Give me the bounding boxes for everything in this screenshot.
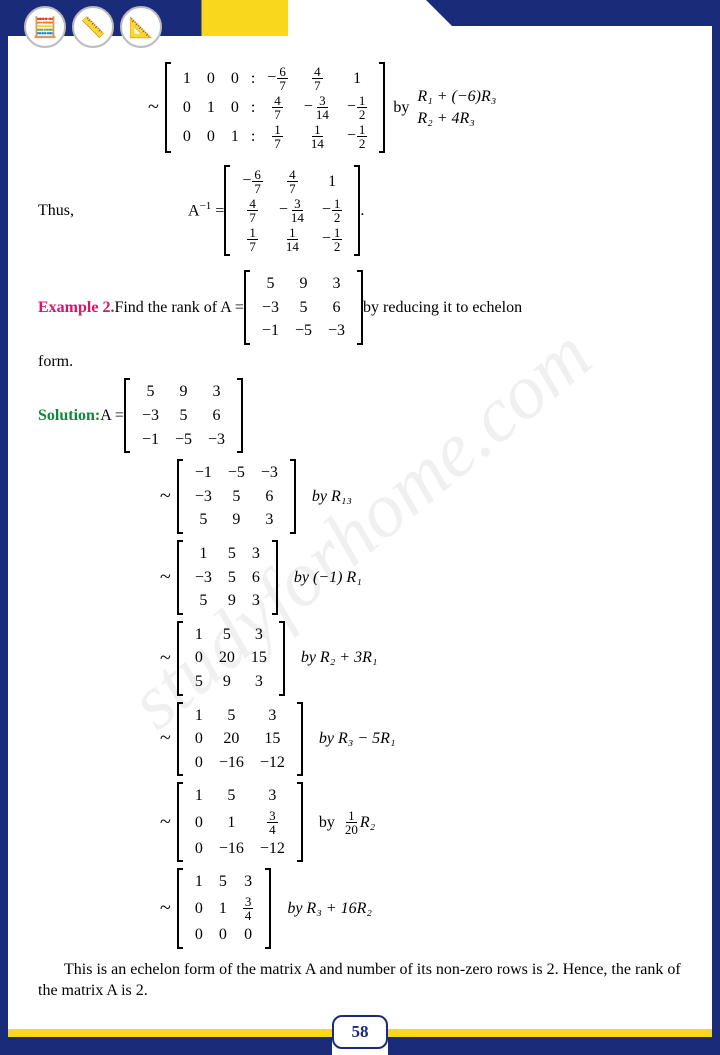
example-2-cont: form. bbox=[38, 351, 682, 373]
example-label: Example 2. bbox=[38, 297, 114, 319]
thus-label: Thus, bbox=[38, 200, 188, 222]
solution-step-6: ~1530134000by R₃ + 16R₂ bbox=[160, 868, 682, 948]
ruler-icon: 📏 bbox=[72, 6, 114, 48]
solution-step-1: ~−1−5−3−356593by R₁₃ bbox=[160, 459, 682, 534]
by-label: by bbox=[393, 97, 409, 119]
solution-step-2: ~153−356593by (−1) R₁ bbox=[160, 540, 682, 615]
solution-step-5: ~15301340−16−12by 120 R₂ bbox=[160, 782, 682, 862]
example-2-statement: Example 2. Find the rank of A = 593−356−… bbox=[38, 270, 682, 345]
calculator-icon: 🧮 bbox=[24, 6, 66, 48]
row-op-step-final: ~ 100:−67471010:47−314−12001:17114−12 by… bbox=[148, 62, 682, 153]
solution-label: Solution: bbox=[38, 405, 100, 427]
solution-step-3: ~15302015593by R₂ + 3R₁ bbox=[160, 621, 682, 696]
solution-step-4: ~153020150−16−12by R₃ − 5R₁ bbox=[160, 702, 682, 777]
conclusion-text: This is an echelon form of the matrix A … bbox=[38, 959, 682, 1002]
inverse-result-row: Thus, A−1 = −6747147−314−1217114−12 . bbox=[38, 165, 682, 256]
solution-row-0: Solution: A = 593−356−1−5−3 bbox=[38, 378, 682, 453]
compass-icon: 📐 bbox=[120, 6, 162, 48]
row-operations: R₁ + (−6)R₃ R₂ + 4R₃ bbox=[417, 86, 496, 129]
a-inverse-lhs: A−1 = bbox=[188, 199, 224, 222]
page-content: ~ 100:−67471010:47−314−12001:17114−12 by… bbox=[38, 56, 682, 995]
page-number-badge: 58 bbox=[332, 1015, 388, 1049]
header-right-bar bbox=[452, 0, 712, 26]
